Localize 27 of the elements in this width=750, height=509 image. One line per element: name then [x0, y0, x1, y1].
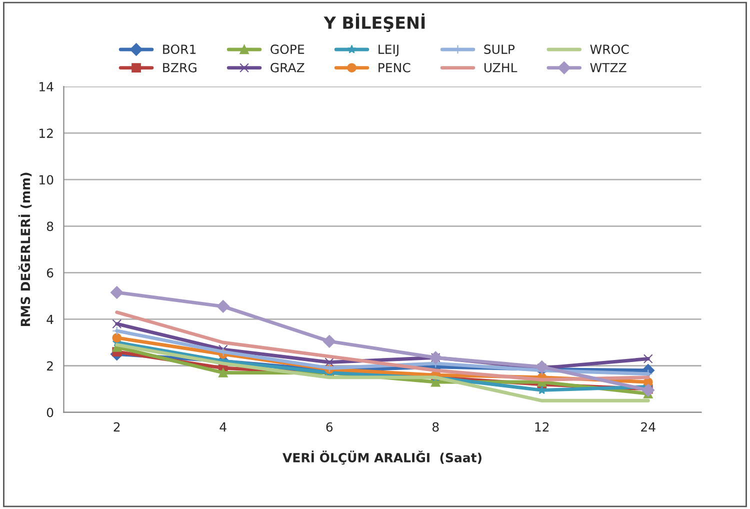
- y-tick-label: 10: [39, 175, 54, 185]
- x-axis-title: VERİ ÖLÇÜM ARALIĞI (Saat): [282, 450, 482, 465]
- x-tick-label: 4: [220, 422, 226, 432]
- legend-label: UZHL: [484, 63, 518, 72]
- y-tick-label: 8: [46, 222, 54, 232]
- chart-title: Y BİLEŞENİ: [324, 13, 425, 32]
- legend-label: LEIJ: [378, 44, 398, 56]
- legend-label: GRAZ: [270, 62, 304, 72]
- x-tick-label: 8: [432, 422, 439, 432]
- x-tick-label: 24: [641, 422, 656, 432]
- legend-label: SULP: [484, 44, 515, 54]
- x-tick-label: 12: [535, 422, 549, 432]
- legend-label: BOR1: [163, 44, 196, 54]
- y-tick-label: 0: [46, 408, 54, 418]
- legend-label: WTZZ: [590, 63, 626, 72]
- legend-label: GOPE: [270, 44, 304, 54]
- y-tick-label: 4: [46, 314, 54, 324]
- y-tick-label: 14: [39, 82, 54, 92]
- y-tick-label: 12: [39, 128, 53, 138]
- y-tick-label: 2: [46, 361, 53, 370]
- x-tick-label: 6: [326, 422, 333, 432]
- legend-label: BZRG: [163, 62, 196, 72]
- legend-label: PENC: [378, 62, 410, 72]
- x-tick-label: 2: [114, 422, 120, 432]
- y-axis-title: RMS DEĞERLERİ (mm): [18, 172, 32, 326]
- legend-label: WROC: [590, 44, 629, 54]
- y-tick-label: 6: [46, 268, 54, 278]
